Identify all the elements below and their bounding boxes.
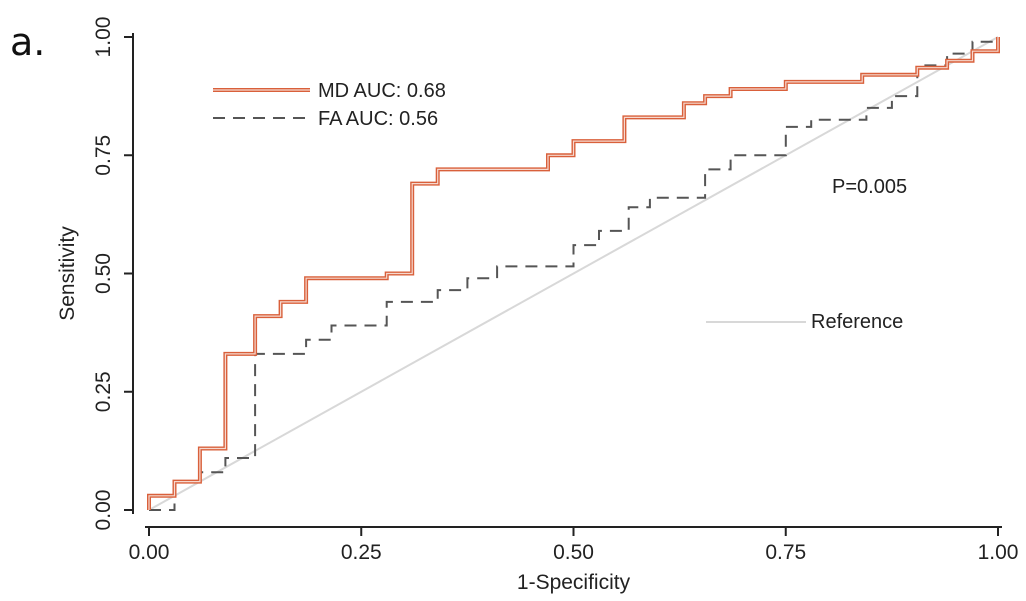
y-axis-title: Sensitivity xyxy=(56,226,79,321)
x-axis-title: 1-Specificity xyxy=(517,571,631,594)
panel-label: a. xyxy=(10,20,45,64)
y-ticks: 0.00 0.25 0.50 0.75 1.00 xyxy=(92,17,133,531)
series-line-md-inner xyxy=(148,37,999,510)
x-tick-label: 1.00 xyxy=(978,541,1019,564)
series-layer xyxy=(147,36,1000,511)
y-tick-label: 0.00 xyxy=(92,490,115,531)
y-tick-label: 0.25 xyxy=(92,371,115,412)
x-ticks: 0.00 0.25 0.50 0.75 1.00 xyxy=(129,527,1019,564)
legend: MD AUC: 0.68 FA AUC: 0.56 xyxy=(213,80,446,130)
x-tick-label: 0.75 xyxy=(765,541,806,564)
legend-fa-label: FA AUC: 0.56 xyxy=(318,108,438,130)
series-line-fa xyxy=(149,40,998,511)
y-tick-label: 1.00 xyxy=(92,17,115,58)
reference-label: Reference xyxy=(811,311,903,333)
x-tick-label: 0.50 xyxy=(553,541,594,564)
p-value-annotation: P=0.005 xyxy=(832,176,907,198)
x-tick-label: 0.25 xyxy=(341,541,382,564)
annotations: P=0.005 Reference xyxy=(706,176,907,333)
axes: 0.00 0.25 0.50 0.75 1.00 0.00 0.25 0.50 0.75 1.0… xyxy=(56,17,1018,594)
y-tick-label: 0.50 xyxy=(92,253,115,294)
series-line-reference xyxy=(148,36,999,511)
x-tick-label: 0.00 xyxy=(129,541,170,564)
legend-md-label: MD AUC: 0.68 xyxy=(318,80,446,102)
y-tick-label: 0.75 xyxy=(92,135,115,176)
